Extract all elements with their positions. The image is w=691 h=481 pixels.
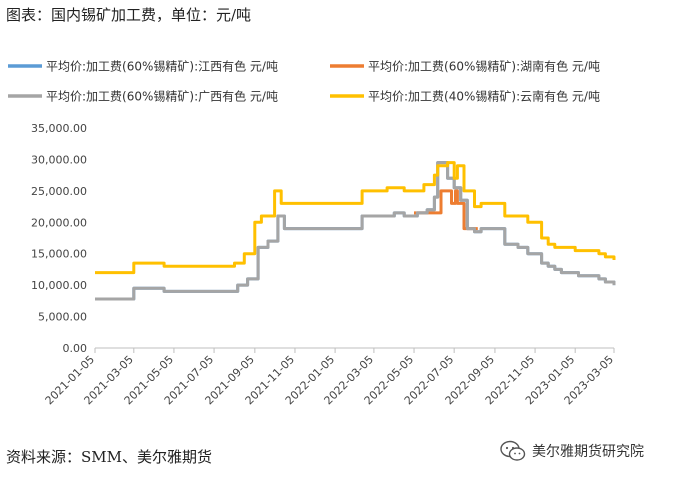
series-line-4 [95, 161, 616, 275]
y-tick-label: 10,000.00 [31, 279, 87, 292]
series-layer [95, 161, 616, 301]
y-tick-label: 35,000.00 [31, 122, 87, 135]
y-tick-label: 0.00 [63, 342, 88, 355]
y-tick-label: 25,000.00 [31, 185, 87, 198]
axes: 0.00 5,000.00 10,000.00 15,000.00 20,000.00 2… [31, 122, 616, 407]
series-line-2 [414, 189, 478, 231]
y-tick-label: 30,000.00 [31, 153, 87, 166]
legend: 平均价:加工费(60%锡精矿):江西有色 元/吨 平均价:加工费(60%锡精矿):… [8, 59, 600, 104]
source-note: 资料来源：SMM、美尔雅期货 [6, 448, 212, 466]
legend-label-4: 平均价:加工费(40%锡精矿):云南有色 元/吨 [368, 89, 600, 104]
y-tick-label: 20,000.00 [31, 216, 87, 229]
watermark: 美尔雅期货研究院 [500, 440, 644, 462]
legend-label-1: 平均价:加工费(60%锡精矿):江西有色 元/吨 [46, 59, 278, 74]
legend-label-2: 平均价:加工费(60%锡精矿):湖南有色 元/吨 [368, 59, 600, 74]
legend-label-3: 平均价:加工费(60%锡精矿):广西有色 元/吨 [46, 89, 278, 104]
y-tick-label: 15,000.00 [31, 248, 87, 261]
y-tick-label: 5,000.00 [38, 311, 87, 324]
wechat-icon [500, 440, 526, 461]
series-line-1 [95, 161, 616, 301]
watermark-text: 美尔雅期货研究院 [532, 444, 644, 460]
chart-title: 图表：国内锡矿加工费，单位：元/吨 [6, 6, 252, 24]
series-line-3 [95, 161, 616, 301]
